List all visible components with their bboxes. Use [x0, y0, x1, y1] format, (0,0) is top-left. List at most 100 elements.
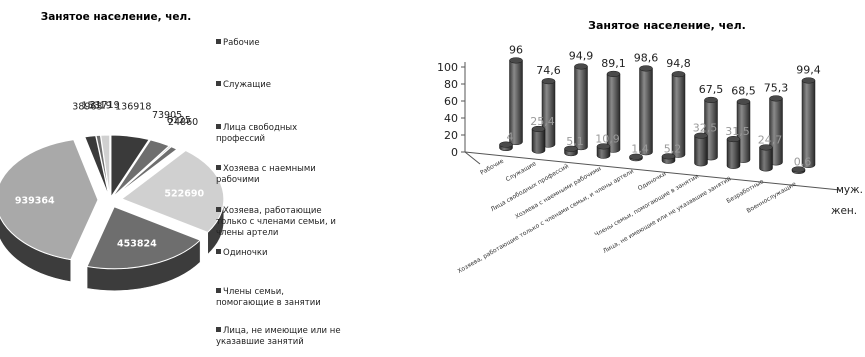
cylinder-top — [531, 125, 546, 133]
legend-label: Служащие — [223, 80, 272, 90]
legend-item: Лица свободных профессий — [216, 123, 344, 145]
legend-item: Служащие — [216, 80, 344, 91]
category-label: Хозяева, работающие только с членами сем… — [456, 168, 635, 275]
cylinder-top — [769, 95, 783, 102]
pie-data-label: 453824 — [117, 239, 157, 250]
y-tick-label: 100 — [437, 61, 458, 74]
data-label-male: 75,3 — [764, 81, 789, 94]
pie-data-label: 24860 — [168, 117, 198, 128]
cylinder-top — [694, 132, 708, 139]
y-tick-label: 60 — [444, 95, 458, 108]
bar-male — [574, 63, 588, 151]
y-tick-label: 20 — [444, 129, 458, 142]
bar-chart: 96 74,6 94,9 89,1 98,6 94,8 67,5 68,5 75,3 99,4 4 2… — [456, 43, 862, 275]
bar-chart-title: Занятое население, чел. — [588, 19, 746, 32]
pie-data-label: 6125 — [167, 115, 191, 126]
floor-depth-line — [464, 151, 481, 165]
cylinder-top — [704, 96, 718, 103]
data-label-male: 74,6 — [536, 64, 561, 77]
legend-label: Члены семьи, помогающие в занятии — [216, 287, 321, 308]
legend-label: Рабочие — [223, 38, 260, 48]
y-tick-label: 0 — [451, 146, 458, 159]
cylinder-top — [541, 78, 556, 85]
y-tick-label: 40 — [444, 112, 458, 125]
data-label-female: 4 — [507, 131, 514, 144]
cylinder-top — [596, 143, 611, 150]
pie-data-label: 15319 — [81, 101, 111, 112]
bar-female — [499, 141, 513, 152]
cylinder-body — [694, 135, 708, 167]
data-label-male: 94,9 — [569, 49, 594, 62]
legend-swatch — [216, 39, 221, 44]
data-label-male: 94,8 — [666, 57, 691, 70]
legend-label: Лица, не имеющие или не указавшие заняти… — [216, 326, 341, 347]
cylinder-top — [574, 63, 588, 70]
cylinder-top — [606, 70, 621, 77]
bar-male — [639, 65, 653, 156]
floor-line — [464, 151, 841, 191]
legend-label: Хозяева с наемными рабочими — [216, 164, 316, 185]
pie-slice — [112, 146, 178, 198]
data-label-male: 99,4 — [796, 63, 821, 76]
legend-item: Хозяева, работающие только с членами сем… — [216, 206, 344, 239]
cylinder-body — [531, 128, 546, 154]
data-label-male: 96 — [509, 43, 523, 56]
data-label-female: 32,5 — [693, 122, 718, 135]
bar-female — [564, 145, 578, 157]
data-label-female: 10,9 — [595, 132, 620, 145]
cylinder-body — [801, 80, 816, 168]
bar-female — [596, 143, 611, 159]
bar-female — [726, 136, 741, 169]
legend-swatch — [216, 81, 221, 86]
legend-item: Хозяева с наемными рабочими — [216, 164, 344, 186]
pie-data-label: 38963 — [72, 101, 102, 112]
series-label-male: муж. — [836, 184, 863, 196]
legend-swatch — [216, 249, 221, 254]
legend-swatch — [216, 165, 221, 170]
pie-slice — [0, 139, 99, 261]
legend-item: Лица, не имеющие или не указавшие заняти… — [216, 326, 344, 348]
data-label-female: 24,7 — [758, 133, 783, 146]
legend-swatch — [216, 124, 221, 129]
cylinder-top — [499, 141, 513, 148]
data-label-female: 1,4 — [631, 143, 649, 156]
data-label-female: 31,5 — [725, 125, 750, 138]
cylinder-top — [564, 145, 578, 152]
pie-slice — [110, 134, 150, 199]
legend-label: Хозяева, работающие только с членами сем… — [216, 206, 336, 238]
data-label-female: 5,2 — [664, 142, 682, 155]
category-label: Служащие — [505, 160, 538, 183]
category-label: Одиночки — [637, 170, 668, 192]
legend-swatch — [216, 207, 221, 212]
legend-label: Лица свободных профессий — [216, 123, 298, 144]
bar-female — [629, 153, 643, 162]
data-label-male: 67,5 — [699, 83, 724, 96]
pie-data-label: 939364 — [15, 195, 55, 206]
bar-female — [531, 125, 546, 154]
bar-female — [694, 132, 708, 167]
cylinder-body — [759, 147, 773, 172]
y-tick-label: 80 — [444, 78, 458, 91]
pie-data-label: 73905 — [152, 110, 182, 121]
legend-label: Одиночки — [223, 248, 268, 258]
data-label-female: 25,4 — [530, 115, 555, 128]
bar-female — [759, 144, 773, 172]
cylinder-top — [509, 57, 523, 64]
bar-chart-axes: 0 20 40 60 80 100 — [437, 61, 841, 191]
data-label-male: 98,6 — [634, 51, 659, 64]
cylinder-top — [661, 153, 676, 160]
cylinder-top — [801, 77, 816, 84]
cylinder-top — [629, 153, 643, 160]
bar-female — [661, 153, 676, 164]
cylinder-top — [736, 98, 751, 105]
pie-slice — [100, 134, 111, 198]
legend-swatch — [216, 288, 221, 293]
bar-female — [791, 166, 806, 174]
data-label-male: 89,1 — [601, 57, 626, 70]
data-label-female: 0,6 — [794, 155, 812, 168]
legend-item: Одиночки — [216, 248, 344, 259]
pie-data-label: 136918 — [115, 102, 151, 113]
